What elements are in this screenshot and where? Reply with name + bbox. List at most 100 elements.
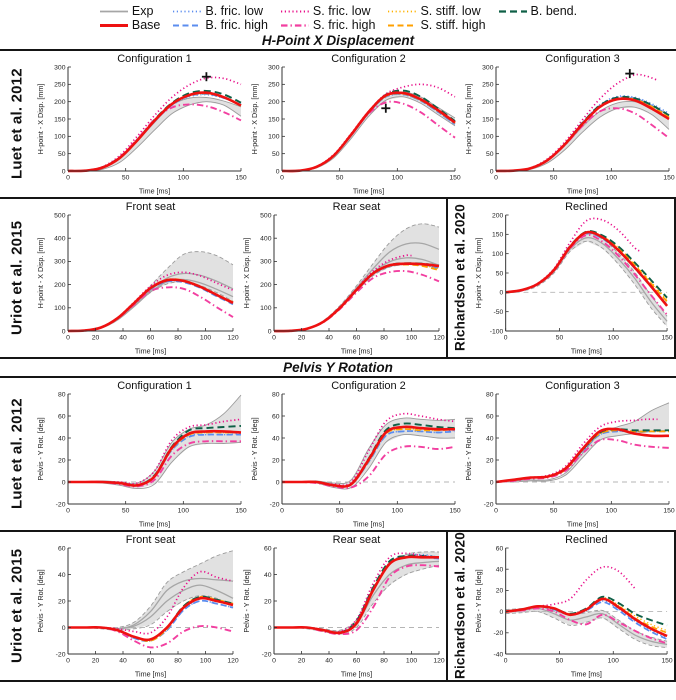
svg-text:80: 80 bbox=[58, 391, 66, 398]
legend-item-base: Base bbox=[99, 18, 160, 32]
svg-text:Time [ms]: Time [ms] bbox=[353, 187, 384, 196]
svg-text:60: 60 bbox=[272, 413, 280, 420]
svg-text:Time [ms]: Time [ms] bbox=[571, 670, 602, 678]
divider bbox=[0, 49, 676, 51]
svg-text:300: 300 bbox=[268, 64, 280, 71]
svg-text:100: 100 bbox=[406, 335, 418, 342]
svg-text:100: 100 bbox=[608, 657, 619, 664]
legend-label-b-bend: B. bend. bbox=[530, 4, 578, 18]
legend-line-b-fric-low bbox=[173, 10, 202, 12]
svg-text:Rear seat: Rear seat bbox=[333, 534, 381, 546]
svg-text:H-point - X Disp. [mm]: H-point - X Disp. [mm] bbox=[475, 238, 483, 309]
svg-text:0: 0 bbox=[268, 328, 272, 335]
svg-text:400: 400 bbox=[54, 236, 66, 243]
svg-text:200: 200 bbox=[482, 99, 494, 106]
svg-text:60: 60 bbox=[353, 335, 361, 342]
svg-text:250: 250 bbox=[268, 82, 280, 89]
legend-label-s-stiff-low: S. stiff. low bbox=[420, 4, 481, 18]
svg-text:80: 80 bbox=[174, 335, 182, 342]
svg-text:100: 100 bbox=[54, 305, 66, 312]
svg-text:0: 0 bbox=[66, 508, 70, 515]
svg-text:20: 20 bbox=[92, 658, 100, 665]
row-label-richardson-2020: Richardson et al. 2020 bbox=[452, 532, 468, 680]
svg-text:-20: -20 bbox=[484, 501, 494, 508]
svg-text:-20: -20 bbox=[56, 501, 66, 508]
svg-text:150: 150 bbox=[492, 232, 503, 239]
svg-text:200: 200 bbox=[268, 99, 280, 106]
svg-text:0: 0 bbox=[66, 335, 70, 342]
legend-line-s-fric-low bbox=[280, 9, 309, 13]
svg-text:150: 150 bbox=[449, 175, 461, 182]
legend-item-s-stiff-low: S. stiff. low bbox=[387, 4, 485, 18]
svg-text:0: 0 bbox=[62, 479, 66, 486]
svg-text:50: 50 bbox=[272, 151, 280, 158]
legend-item-s-fric-high: S. fric. high bbox=[280, 18, 375, 32]
svg-text:Pelvis - Y Rot. [deg]: Pelvis - Y Rot. [deg] bbox=[242, 569, 251, 632]
divider bbox=[0, 530, 676, 532]
svg-text:100: 100 bbox=[482, 134, 494, 141]
svg-text:Reclined: Reclined bbox=[565, 534, 607, 546]
legend-item-exp: Exp bbox=[99, 4, 161, 18]
svg-text:Time [ms]: Time [ms] bbox=[353, 520, 384, 529]
svg-text:20: 20 bbox=[496, 588, 504, 595]
svg-text:Time [ms]: Time [ms] bbox=[135, 670, 166, 679]
svg-text:Time [ms]: Time [ms] bbox=[341, 670, 372, 679]
svg-text:200: 200 bbox=[54, 282, 66, 289]
legend-label-exp: Exp bbox=[131, 4, 154, 18]
svg-text:150: 150 bbox=[661, 334, 672, 341]
row-label-luet-2012: Luet et al. 2012 bbox=[8, 398, 26, 510]
svg-text:100: 100 bbox=[608, 334, 619, 341]
svg-text:100: 100 bbox=[268, 134, 280, 141]
svg-text:40: 40 bbox=[264, 572, 272, 579]
row-uriot-richardson-hx: Uriot et al. 2015 0 20 40 60 80 100 120 0 100 200… bbox=[0, 199, 676, 357]
svg-text:H-point - X Disp. [mm]: H-point - X Disp. [mm] bbox=[464, 84, 473, 155]
legend-item-b-bend: B. bend. bbox=[498, 4, 578, 18]
svg-text:150: 150 bbox=[235, 508, 247, 515]
divider bbox=[0, 197, 676, 199]
svg-text:60: 60 bbox=[353, 658, 361, 665]
svg-text:Reclined: Reclined bbox=[565, 201, 607, 213]
svg-text:100: 100 bbox=[54, 134, 66, 141]
svg-text:0: 0 bbox=[268, 625, 272, 632]
svg-text:60: 60 bbox=[496, 545, 504, 552]
svg-text:40: 40 bbox=[58, 435, 66, 442]
svg-text:150: 150 bbox=[663, 175, 675, 182]
svg-text:40: 40 bbox=[325, 658, 333, 665]
svg-text:Pelvis - Y Rot. [deg]: Pelvis - Y Rot. [deg] bbox=[36, 569, 45, 632]
svg-text:80: 80 bbox=[486, 391, 494, 398]
svg-text:50: 50 bbox=[58, 151, 66, 158]
svg-text:0: 0 bbox=[499, 609, 503, 616]
svg-text:50: 50 bbox=[496, 270, 504, 277]
svg-text:-50: -50 bbox=[493, 309, 503, 316]
svg-text:0: 0 bbox=[272, 658, 276, 665]
svg-text:0: 0 bbox=[62, 625, 66, 632]
svg-text:Configuration 3: Configuration 3 bbox=[545, 380, 620, 392]
svg-text:100: 100 bbox=[492, 251, 503, 258]
svg-text:0: 0 bbox=[280, 508, 284, 515]
chart-luet-config1-hx: 0 50 100 150 0 50 100 150 200 250 300 Configuration… bbox=[36, 53, 247, 196]
row-label-richardson-2020: Richardson et al. 2020 bbox=[452, 204, 468, 352]
row-label-luet-2012: Luet et al. 2012 bbox=[8, 68, 26, 180]
svg-text:Pelvis - Y Rot. [deg]: Pelvis - Y Rot. [deg] bbox=[250, 417, 259, 480]
svg-text:60: 60 bbox=[58, 413, 66, 420]
chart-luet-config2-hx: 0 50 100 150 0 50 100 150 200 250 300 Configuration… bbox=[250, 53, 461, 196]
chart-richardson-reclined-pelvis: 0 50 100 150 -40 -20 0 20 40 60 Reclined Time [ms] P… bbox=[475, 534, 673, 679]
svg-text:200: 200 bbox=[492, 212, 503, 219]
svg-text:80: 80 bbox=[380, 658, 388, 665]
legend-line-s-stiff-low bbox=[388, 10, 417, 12]
svg-text:50: 50 bbox=[556, 334, 564, 341]
svg-text:250: 250 bbox=[482, 82, 494, 89]
divider bbox=[0, 680, 676, 682]
svg-text:0: 0 bbox=[276, 168, 280, 175]
svg-text:300: 300 bbox=[260, 259, 272, 266]
svg-text:0: 0 bbox=[62, 328, 66, 335]
svg-text:Time [ms]: Time [ms] bbox=[571, 347, 602, 355]
richardson-box-hx: Richardson et al. 2020 0 50 100 150 -100 -50 0… bbox=[446, 199, 676, 357]
svg-text:100: 100 bbox=[606, 175, 618, 182]
row-label-uriot-2015: Uriot et al. 2015 bbox=[8, 548, 26, 664]
svg-text:400: 400 bbox=[260, 236, 272, 243]
section-title-hpoint: H-Point X Displacement bbox=[261, 33, 415, 48]
svg-text:120: 120 bbox=[433, 658, 445, 665]
svg-text:300: 300 bbox=[482, 64, 494, 71]
